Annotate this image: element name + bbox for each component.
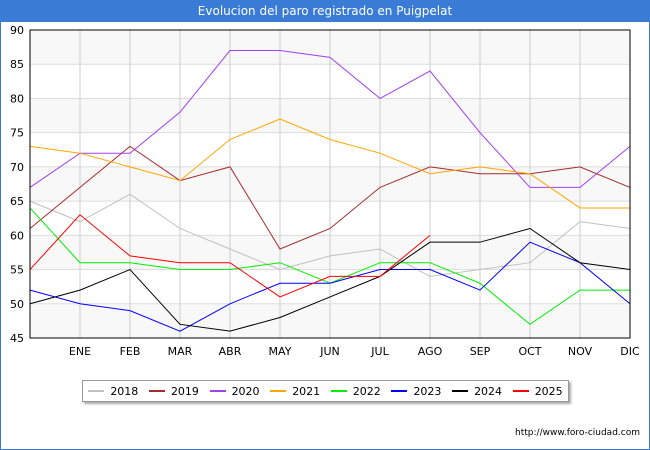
legend-item-2020: 2020 [209, 384, 260, 398]
y-tick-label: 55 [10, 264, 24, 277]
plot-border [29, 29, 631, 339]
x-tick-label: DIC [620, 345, 640, 358]
legend-label: 2022 [352, 384, 381, 398]
x-tick-label: MAR [168, 345, 193, 358]
legend-swatch [88, 390, 105, 392]
legend-item-2019: 2019 [148, 384, 199, 398]
x-tick-label: JUL [370, 345, 389, 358]
x-tick-label: FEB [120, 345, 141, 358]
legend-label: 2020 [231, 384, 260, 398]
legend-item-2024: 2024 [452, 385, 502, 398]
legend: 2018 2019 2020 2021 2022 2023 2024 2025 [82, 380, 569, 402]
x-tick-label: JUN [319, 345, 340, 358]
series-line-2025 [29, 214, 431, 298]
legend-swatch [270, 390, 287, 392]
legend-label: 2024 [474, 384, 503, 398]
series-line-2024 [29, 227, 631, 332]
series-line-2021 [29, 118, 630, 209]
y-tick-label: 85 [10, 58, 24, 71]
x-tick-label: NOV [568, 345, 593, 358]
legend-item-2021: 2021 [270, 385, 320, 398]
legend-label: 2021 [292, 384, 321, 398]
legend-swatch [452, 390, 469, 392]
x-tick-label: AGO [418, 345, 443, 358]
legend-swatch [330, 390, 347, 392]
legend-swatch [391, 390, 408, 392]
legend-label: 2023 [413, 384, 442, 398]
chart-title: Evolucion del paro registrado en Puigpel… [0, 0, 650, 22]
series-line-2020 [29, 50, 631, 188]
legend-item-2025: 2025 [512, 384, 563, 398]
legend-swatch [512, 390, 529, 392]
legend-label: 2019 [170, 384, 199, 398]
y-tick-label: 75 [10, 127, 24, 140]
x-tick-label: ENE [69, 345, 91, 358]
y-tick-label: 70 [10, 161, 24, 174]
legend-item-2022: 2022 [330, 384, 381, 398]
series-line-2023 [29, 241, 631, 332]
x-tick-label: OCT [518, 345, 541, 358]
y-tick-label: 90 [10, 24, 24, 37]
y-tick-label: 45 [10, 332, 24, 345]
y-tick-label: 60 [10, 229, 24, 242]
y-tick-label: 50 [10, 298, 24, 311]
series-line-2018 [29, 193, 631, 277]
x-tick-label: SEP [470, 345, 491, 358]
legend-item-2023: 2023 [391, 385, 441, 398]
x-tick-label: MAY [269, 345, 292, 358]
y-tick-label: 65 [10, 195, 24, 208]
legend-swatch [209, 390, 226, 392]
y-tick-label: 80 [10, 92, 24, 105]
x-tick-label: ABR [219, 345, 242, 358]
footer-url: http://www.foro-ciudad.com [515, 428, 640, 438]
legend-label: 2025 [534, 384, 563, 398]
legend-label: 2018 [110, 384, 139, 398]
legend-swatch [148, 390, 165, 392]
legend-item-2018: 2018 [88, 385, 138, 398]
